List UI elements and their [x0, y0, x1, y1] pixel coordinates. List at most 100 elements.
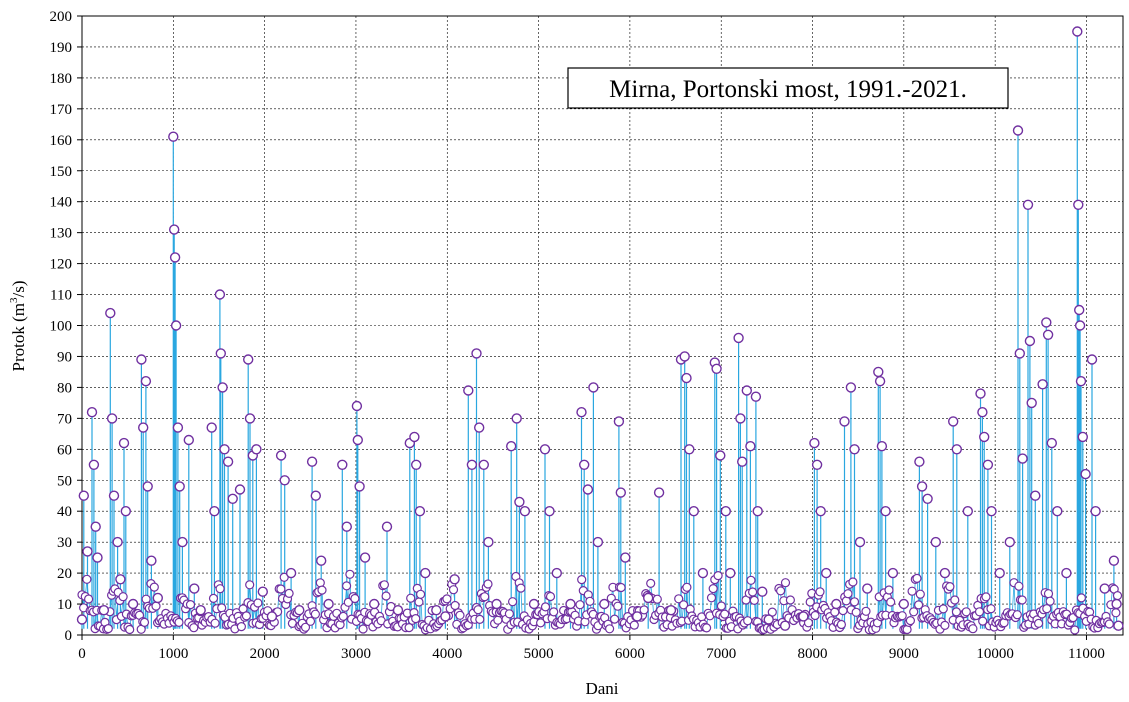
- base-flow-point: [404, 622, 414, 633]
- data-point: [711, 363, 722, 374]
- base-flow-point: [82, 574, 92, 584]
- data-point: [82, 546, 93, 557]
- base-flow-point: [455, 610, 465, 620]
- data-point: [142, 481, 153, 492]
- base-flow-point: [803, 618, 814, 628]
- data-point: [392, 605, 404, 616]
- base-flow-point: [604, 624, 615, 634]
- data-point: [78, 490, 90, 501]
- data-point: [310, 490, 321, 501]
- data-point: [411, 459, 422, 470]
- base-flow-point: [720, 609, 730, 619]
- data-point: [750, 391, 762, 402]
- data-point: [1075, 376, 1087, 387]
- data-point: [511, 413, 522, 424]
- base-flow-point: [210, 618, 220, 628]
- data-point: [643, 592, 654, 604]
- y-tick-label: 40: [57, 504, 72, 520]
- data-point: [88, 459, 100, 470]
- data-point: [1072, 26, 1083, 37]
- data-point: [1074, 320, 1086, 331]
- data-point: [420, 567, 431, 579]
- y-tick-label: 50: [57, 473, 72, 489]
- data-point: [632, 611, 643, 622]
- base-flow-point: [843, 589, 853, 599]
- chart-title-box: Mirna, Portonski most, 1991.-2021.: [567, 67, 1009, 109]
- data-point: [92, 552, 103, 563]
- base-flow-point: [849, 597, 860, 607]
- data-point: [323, 598, 334, 610]
- data-point: [615, 487, 626, 498]
- x-tick-label: 5000: [524, 646, 554, 662]
- base-flow-point: [475, 614, 485, 625]
- data-point: [136, 354, 147, 365]
- data-point: [962, 506, 973, 517]
- data-point: [679, 351, 690, 362]
- data-point: [354, 481, 365, 492]
- base-flow-point: [448, 585, 459, 595]
- base-flow-point: [749, 595, 759, 606]
- base-flow-point: [215, 584, 225, 594]
- data-point: [449, 574, 460, 585]
- data-point: [720, 506, 731, 517]
- data-point: [582, 484, 594, 495]
- data-point: [757, 586, 768, 597]
- data-point: [733, 332, 744, 344]
- data-point: [491, 598, 502, 610]
- x-tick-label: 10000: [976, 646, 1014, 662]
- data-point: [876, 441, 888, 452]
- base-flow-point: [674, 594, 684, 604]
- data-point: [898, 598, 909, 610]
- data-point: [189, 583, 200, 594]
- base-flow-point: [716, 601, 727, 611]
- data-point: [215, 348, 227, 359]
- chart-title: Mirna, Portonski most, 1991.-2021.: [609, 76, 967, 103]
- data-point: [798, 611, 809, 622]
- data-point: [127, 598, 139, 610]
- data-point: [1080, 468, 1091, 480]
- data-point: [715, 450, 726, 461]
- data-point: [152, 592, 164, 604]
- data-point: [266, 611, 278, 622]
- data-point: [1061, 567, 1072, 579]
- base-flow-point: [406, 593, 416, 603]
- data-point: [174, 481, 185, 492]
- base-flow-point: [358, 624, 368, 634]
- base-flow-point: [549, 607, 559, 617]
- data-point: [916, 481, 928, 492]
- y-tick-label: 70: [57, 411, 72, 427]
- data-point: [242, 354, 254, 365]
- data-point: [168, 224, 180, 235]
- base-flow-point: [613, 601, 623, 611]
- base-flow-point: [276, 584, 286, 594]
- data-point: [195, 605, 206, 616]
- data-point: [316, 555, 327, 566]
- base-flow-point: [861, 606, 871, 616]
- data-point: [478, 459, 489, 470]
- data-point: [1073, 199, 1084, 211]
- data-point: [440, 611, 451, 622]
- data-point: [112, 536, 123, 548]
- data-point: [779, 620, 791, 631]
- base-flow-point: [151, 601, 161, 611]
- data-point: [1014, 348, 1025, 359]
- base-flow-point: [149, 582, 159, 592]
- base-flow-point: [480, 592, 490, 602]
- data-point: [528, 598, 540, 610]
- data-point: [172, 422, 184, 433]
- base-flow-point: [317, 585, 327, 595]
- base-flow-point: [545, 591, 556, 602]
- data-point: [1086, 354, 1098, 365]
- base-flow-point: [706, 593, 717, 603]
- base-flow-point: [236, 621, 246, 632]
- data-point: [887, 567, 899, 579]
- base-flow-point: [540, 602, 551, 612]
- data-point: [506, 441, 517, 452]
- data-point: [763, 614, 774, 625]
- data-point: [285, 567, 297, 579]
- x-axis-title: Dani: [585, 679, 618, 698]
- data-point: [982, 459, 994, 470]
- data-point: [745, 441, 756, 452]
- data-point: [466, 459, 478, 470]
- base-flow-point: [414, 597, 424, 607]
